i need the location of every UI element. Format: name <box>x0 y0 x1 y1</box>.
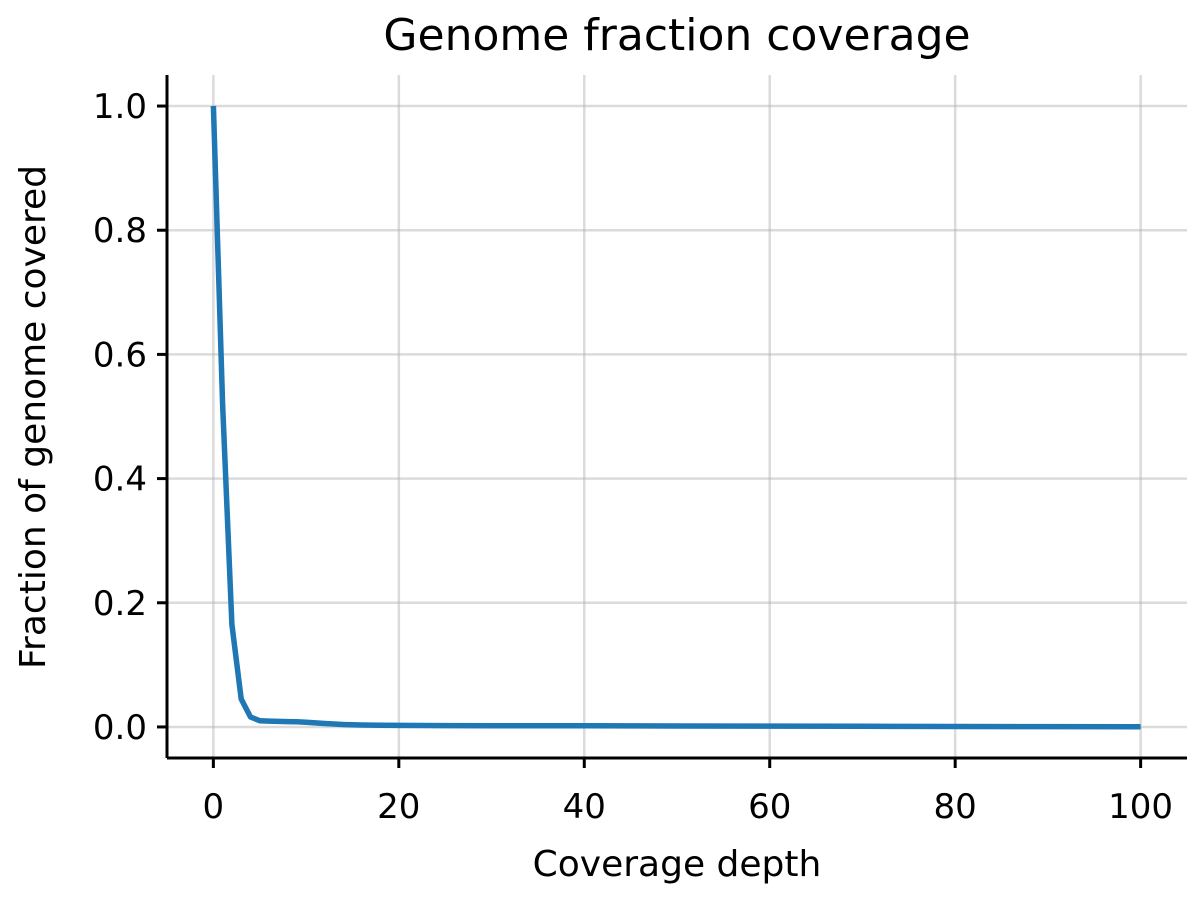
y-tick-label: 0.8 <box>93 211 147 251</box>
x-tick-label: 100 <box>1108 787 1173 827</box>
line-layer <box>210 105 1141 730</box>
y-tick-label: 0.2 <box>93 584 147 624</box>
x-tick-label: 40 <box>563 787 606 827</box>
ticks-layer: 0 20 40 60 80 100 0.0 0.2 0.4 0.6 0.8 1.0 <box>93 87 1173 827</box>
grid-layer <box>167 75 1187 758</box>
x-axis-label: Coverage depth <box>533 844 822 885</box>
y-tick-label: 0.6 <box>93 335 147 375</box>
y-axis-label: Fraction of genome covered <box>13 165 54 669</box>
x-tick-label: 0 <box>203 787 225 827</box>
y-tick-label: 0.0 <box>93 708 147 748</box>
x-tick-label: 80 <box>934 787 977 827</box>
x-tick-label: 60 <box>748 787 791 827</box>
y-tick-label: 1.0 <box>93 87 147 127</box>
x-tick-label: 20 <box>377 787 420 827</box>
series-line-0 <box>210 105 1141 730</box>
axes-layer <box>165 75 1187 760</box>
y-tick-label: 0.4 <box>93 460 147 500</box>
chart-title: Genome fraction coverage <box>383 10 970 61</box>
